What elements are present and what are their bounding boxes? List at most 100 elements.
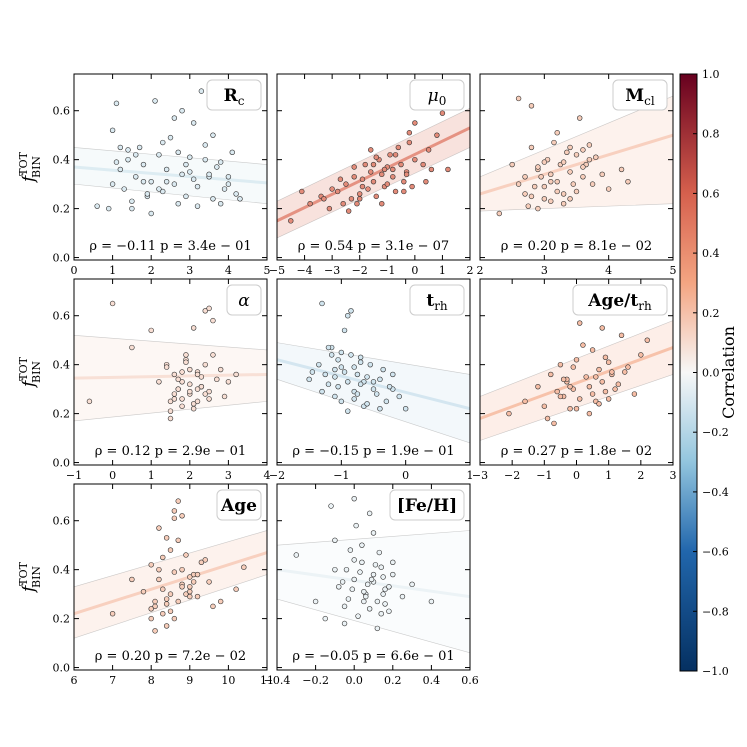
- confidence-band: [74, 334, 267, 422]
- x-tick-label: 0.2: [384, 674, 402, 687]
- panel-1: 0.0 0.2 0.4 0.6 0 1 2 3 4 5 ρ = −0.11 p = 3.4e − 0…: [17, 73, 271, 277]
- x-tick-label: 2: [148, 264, 155, 277]
- data-point: [373, 193, 379, 200]
- data-point: [237, 196, 243, 202]
- data-point: [129, 198, 135, 204]
- data-point: [167, 608, 174, 614]
- data-point: [548, 371, 554, 378]
- ylabel-sub: BIN: [30, 566, 43, 588]
- data-point: [363, 593, 369, 600]
- data-point: [309, 369, 316, 375]
- label-box: [572, 284, 668, 316]
- data-point: [541, 196, 548, 202]
- data-point: [190, 406, 197, 412]
- panel-7: 0.0 0.2 0.4 0.6 6 7 8 9 10 11 ρ = 0.20 p = 7.2e − …: [17, 483, 274, 687]
- data-point: [370, 386, 377, 392]
- data-point: [506, 410, 512, 417]
- data-point: [380, 366, 386, 373]
- data-point: [163, 535, 170, 541]
- data-point: [288, 218, 294, 224]
- data-point: [156, 566, 162, 573]
- data-point: [198, 383, 205, 390]
- data-point: [171, 115, 178, 121]
- data-point: [548, 198, 554, 204]
- data-point: [370, 530, 377, 536]
- data-point: [573, 357, 580, 363]
- data-point: [332, 393, 338, 400]
- data-point: [148, 178, 154, 185]
- data-point: [398, 161, 404, 168]
- data-point: [351, 364, 357, 370]
- data-point: [299, 188, 305, 195]
- data-point: [133, 152, 139, 158]
- data-point: [319, 388, 325, 395]
- ylabel-main: f: [19, 378, 39, 389]
- data-point: [379, 171, 385, 178]
- data-point: [94, 203, 100, 209]
- data-point: [577, 396, 583, 402]
- data-point: [325, 344, 332, 351]
- data-point: [383, 398, 390, 405]
- x-tick-label: 2: [467, 264, 474, 277]
- data-point: [618, 332, 625, 338]
- data-point: [175, 386, 181, 392]
- data-point: [175, 598, 181, 605]
- data-point: [345, 408, 351, 414]
- data-point: [359, 183, 366, 190]
- data-point: [551, 420, 557, 427]
- y-tick-label: 0.6: [53, 105, 71, 118]
- data-point: [183, 591, 189, 597]
- x-tick-label: 0: [411, 264, 418, 277]
- data-point: [386, 383, 393, 390]
- data-point: [357, 191, 363, 197]
- data-point: [336, 584, 342, 590]
- x-tick-label: 3: [670, 469, 677, 482]
- x-tick-label: 3: [541, 264, 548, 277]
- panel-label: μ0: [428, 86, 447, 108]
- data-point: [175, 201, 181, 207]
- data-point: [605, 396, 612, 402]
- colorbar-tick-label: 0.0: [702, 367, 720, 380]
- data-point: [368, 169, 374, 175]
- data-point: [160, 139, 166, 146]
- data-point: [332, 566, 338, 573]
- data-point: [233, 586, 239, 592]
- data-point: [625, 364, 631, 370]
- data-point: [140, 178, 147, 185]
- data-point: [560, 159, 567, 165]
- data-point: [372, 562, 379, 568]
- data-point: [341, 603, 348, 610]
- panel-6: −3 −2 −1 0 1 2 3 ρ = 0.27 p = 1.8e − 02 Age/trh: [472, 278, 677, 482]
- data-point: [163, 364, 170, 370]
- colorbar-tick-label: 0.4: [702, 247, 720, 260]
- data-point: [390, 174, 396, 180]
- data-point: [390, 371, 396, 378]
- confidence-band: [277, 342, 470, 444]
- data-point: [573, 152, 580, 158]
- data-point: [377, 376, 383, 383]
- x-tick-label: 5: [264, 264, 271, 277]
- data-point: [554, 388, 560, 395]
- data-point: [214, 164, 220, 170]
- data-point: [538, 174, 544, 180]
- data-point: [325, 381, 332, 387]
- data-point: [167, 547, 174, 553]
- data-point: [194, 571, 201, 578]
- x-tick-label: 4: [264, 469, 271, 482]
- data-point: [392, 188, 399, 195]
- y-tick-label: 0.2: [53, 408, 71, 421]
- data-point: [354, 391, 361, 397]
- data-point: [293, 552, 299, 558]
- data-point: [365, 186, 371, 192]
- data-point: [557, 393, 564, 400]
- plot-area: [277, 88, 470, 239]
- x-tick-label: 9: [186, 674, 193, 687]
- colorbar-tick-label: −0.6: [702, 546, 729, 559]
- data-point: [580, 174, 586, 180]
- data-point: [399, 593, 406, 600]
- data-point: [179, 566, 185, 573]
- data-point: [351, 396, 357, 402]
- data-point: [198, 374, 205, 380]
- data-point: [129, 576, 135, 583]
- data-point: [140, 588, 147, 595]
